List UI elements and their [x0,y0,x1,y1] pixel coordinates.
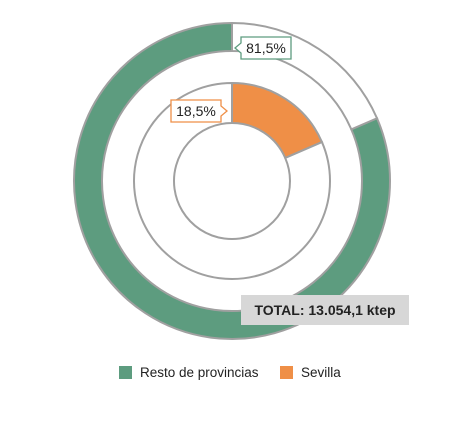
inner-ring-slice-resto-de-provincias [133,81,331,280]
total-box-background [241,295,409,325]
total-box: TOTAL: 13.054,1 ktep [241,295,409,325]
inner-ring-slice-sevilla [231,81,324,160]
inner-slice-label: 18,5% [170,99,229,123]
inner-slice-label-text: 18,5% [176,103,216,119]
legend-item-sevilla: Sevilla [280,365,341,380]
legend-swatch-resto [119,366,132,379]
chart-callouts: 81,5% 18,5% [170,36,292,123]
outer-slice-label-box [233,36,292,60]
legend-item-resto: Resto de provincias [119,365,259,380]
outer-slice-label: 81,5% [233,36,292,60]
legend-label-sevilla: Sevilla [301,365,341,380]
outer-slice-label-text: 81,5% [246,40,286,56]
legend-swatch-sevilla [280,366,293,379]
total-label: TOTAL: 13.054,1 ktep [254,302,395,318]
chart-rings [73,21,391,340]
inner-slice-label-box [170,99,229,123]
legend-label-resto: Resto de provincias [140,365,259,380]
legend: Resto de provincias Sevilla [119,365,341,380]
